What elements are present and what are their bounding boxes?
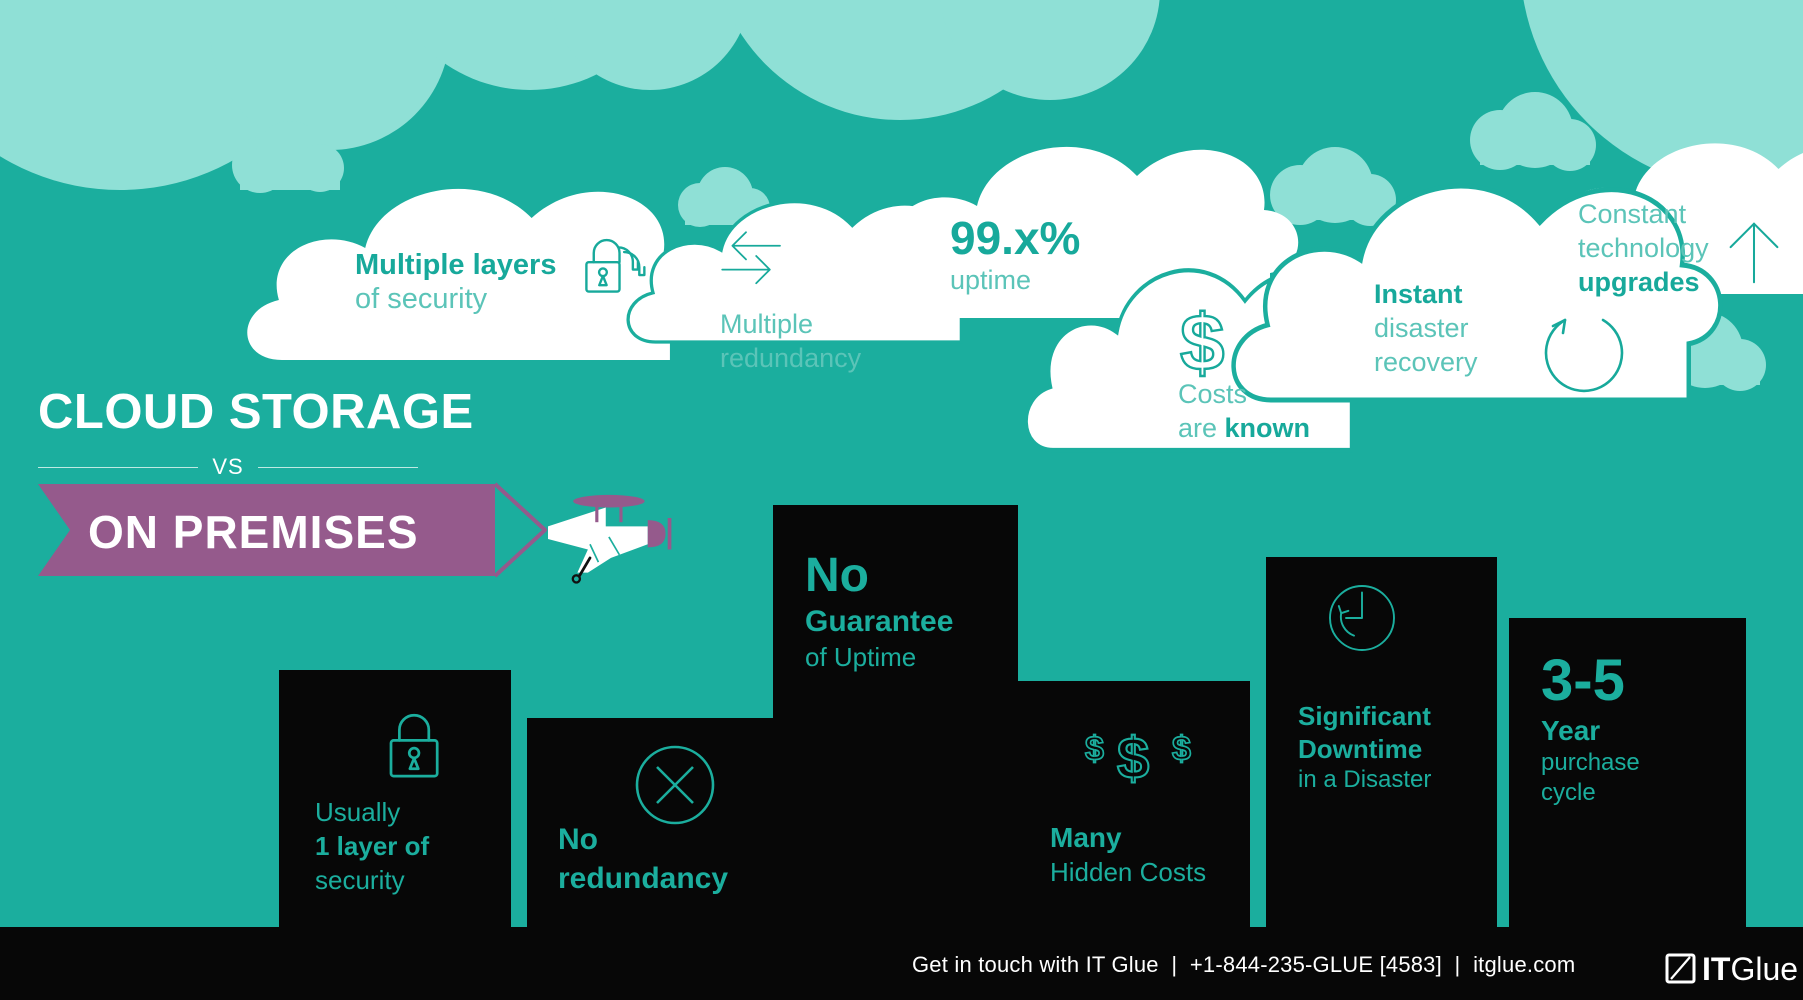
svg-text:ITGlue: ITGlue bbox=[1702, 951, 1798, 987]
